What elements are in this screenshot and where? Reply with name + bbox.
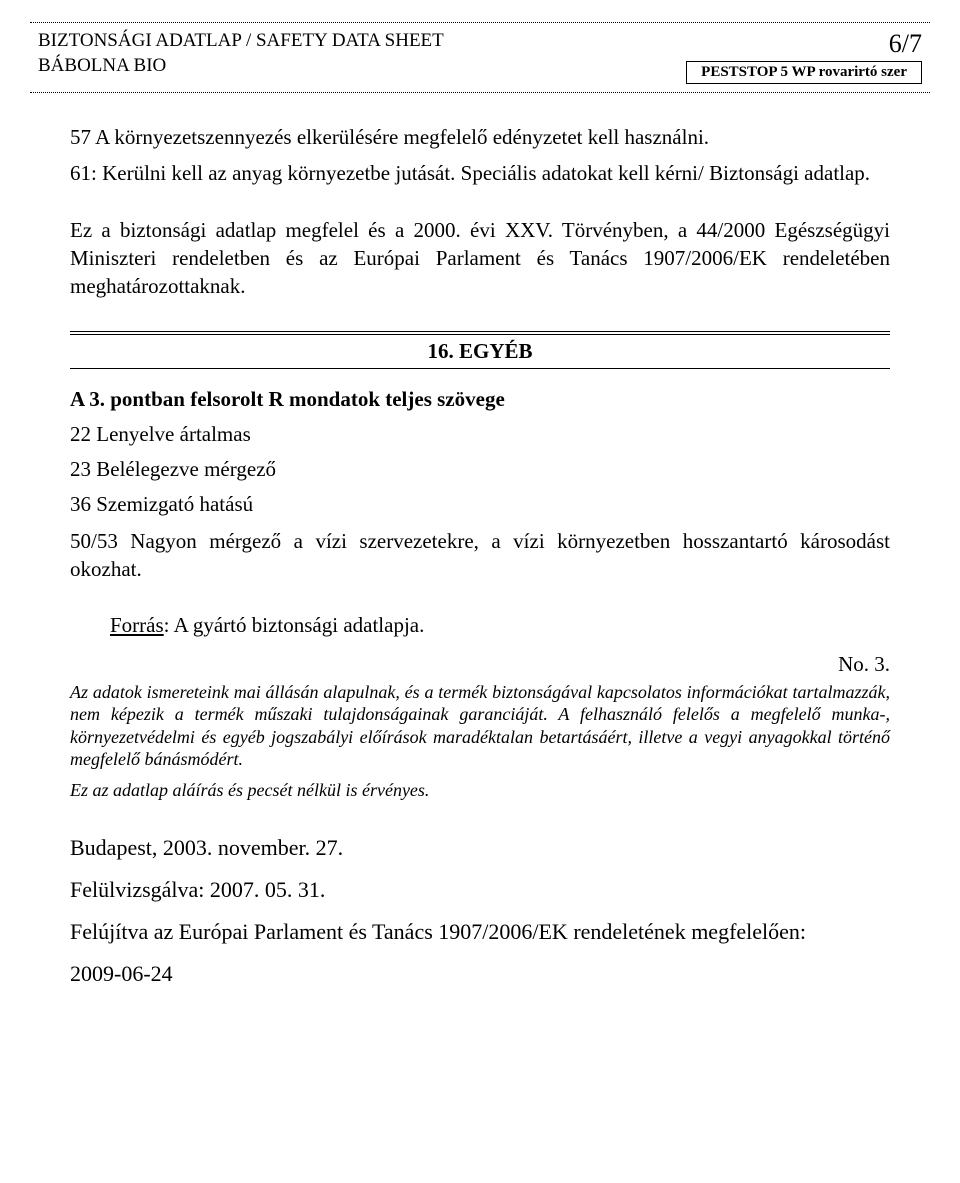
r-phrases-subtitle: A 3. pontban felsorolt R mondatok teljes… <box>70 387 890 412</box>
r-phrase-36: 36 Szemizgató hatású <box>70 492 890 517</box>
version-number: No. 3. <box>70 652 890 677</box>
source-label: Forrás <box>110 613 164 637</box>
section-16-title: 16. EGYÉB <box>70 335 890 368</box>
r-phrase-5053: 50/53 Nagyon mérgező a vízi szervezetekr… <box>70 527 890 584</box>
phrase-61: 61: Kerülni kell az anyag környezetbe ju… <box>70 159 890 187</box>
date-updated: 2009-06-24 <box>70 953 890 995</box>
dates-block: Budapest, 2003. november. 27. Felülvizsg… <box>70 827 890 994</box>
r-phrase-23: 23 Belélegezve mérgező <box>70 457 890 482</box>
page-number: 6/7 <box>686 29 922 59</box>
header-title-line2: BÁBOLNA BIO <box>38 54 686 79</box>
document-body: 57 A környezetszennyezés elkerülésére me… <box>30 123 930 994</box>
compliance-statement: Ez a biztonsági adatlap megfelel és a 20… <box>70 216 890 301</box>
phrase-57: 57 A környezetszennyezés elkerülésére me… <box>70 123 890 151</box>
date-updated-label: Felújítva az Európai Parlament és Tanács… <box>70 911 890 953</box>
product-name: PESTSTOP 5 WP rovarirtó szer <box>686 61 922 84</box>
r-phrase-22: 22 Lenyelve ártalmas <box>70 422 890 447</box>
header-title-line1: BIZTONSÁGI ADATLAP / SAFETY DATA SHEET <box>38 29 686 54</box>
date-reviewed: Felülvizsgálva: 2007. 05. 31. <box>70 869 890 911</box>
source-text: : A gyártó biztonsági adatlapja. <box>164 613 425 637</box>
disclaimer-2: Ez az adatlap aláírás és pecsét nélkül i… <box>70 779 890 802</box>
date-issued: Budapest, 2003. november. 27. <box>70 827 890 869</box>
disclaimer-1: Az adatok ismereteink mai állásán alapul… <box>70 681 890 771</box>
document-header: BIZTONSÁGI ADATLAP / SAFETY DATA SHEET B… <box>30 25 930 88</box>
